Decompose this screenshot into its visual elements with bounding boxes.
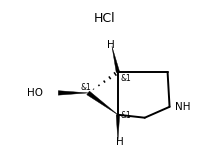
Text: NH: NH [175,102,190,112]
Text: &1: &1 [121,111,132,120]
Polygon shape [116,115,120,141]
Polygon shape [112,46,120,72]
Text: HO: HO [27,88,43,98]
Text: H: H [116,137,124,147]
Text: HCl: HCl [94,12,115,25]
Text: H: H [107,40,115,50]
Polygon shape [87,91,118,115]
Text: &1: &1 [80,83,91,92]
Text: &1: &1 [121,74,132,83]
Polygon shape [58,91,88,95]
